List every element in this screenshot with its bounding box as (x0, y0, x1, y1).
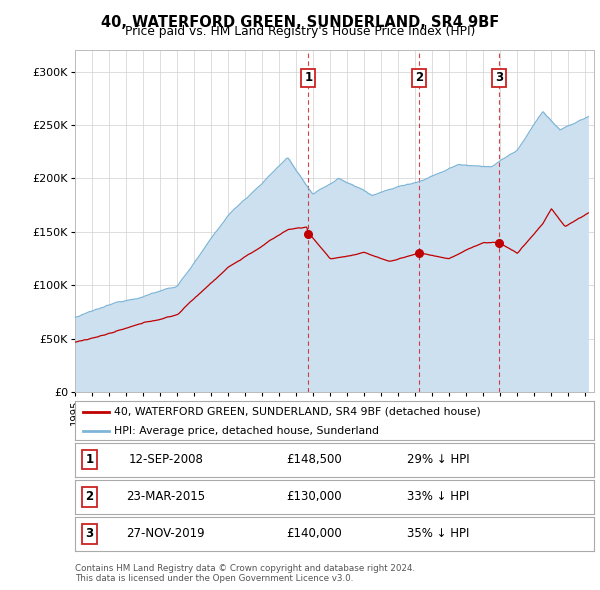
Text: 40, WATERFORD GREEN, SUNDERLAND, SR4 9BF: 40, WATERFORD GREEN, SUNDERLAND, SR4 9BF (101, 15, 499, 30)
Text: 3: 3 (495, 71, 503, 84)
Text: 2: 2 (415, 71, 423, 84)
Text: 2: 2 (85, 490, 94, 503)
Text: 27-NOV-2019: 27-NOV-2019 (127, 527, 205, 540)
Text: 3: 3 (85, 527, 94, 540)
Text: 1: 1 (85, 453, 94, 466)
Text: £130,000: £130,000 (286, 490, 341, 503)
Text: 12-SEP-2008: 12-SEP-2008 (128, 453, 203, 466)
Text: Contains HM Land Registry data © Crown copyright and database right 2024.
This d: Contains HM Land Registry data © Crown c… (75, 563, 415, 583)
Text: 1: 1 (304, 71, 313, 84)
Text: £140,000: £140,000 (286, 527, 341, 540)
Text: £148,500: £148,500 (286, 453, 341, 466)
Text: 33% ↓ HPI: 33% ↓ HPI (407, 490, 469, 503)
Text: 40, WATERFORD GREEN, SUNDERLAND, SR4 9BF (detached house): 40, WATERFORD GREEN, SUNDERLAND, SR4 9BF… (114, 407, 481, 417)
Text: 29% ↓ HPI: 29% ↓ HPI (407, 453, 470, 466)
Text: HPI: Average price, detached house, Sunderland: HPI: Average price, detached house, Sund… (114, 426, 379, 436)
Text: 35% ↓ HPI: 35% ↓ HPI (407, 527, 469, 540)
Text: 23-MAR-2015: 23-MAR-2015 (126, 490, 205, 503)
Text: Price paid vs. HM Land Registry's House Price Index (HPI): Price paid vs. HM Land Registry's House … (125, 25, 475, 38)
